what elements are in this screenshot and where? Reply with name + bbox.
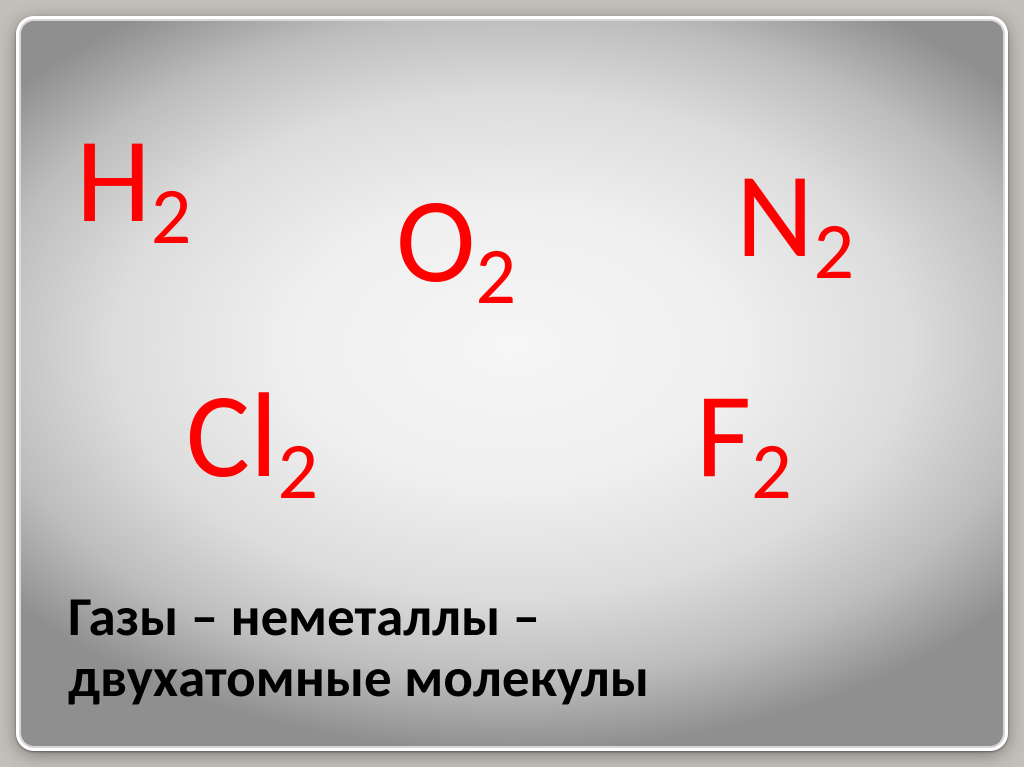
- slide-title-line2: двухатомные молекулы: [68, 644, 649, 711]
- formula-h2-base: H: [76, 108, 151, 254]
- formula-f2-sub: 2: [751, 423, 792, 520]
- slide-frame: H2 O2 N2 Cl2 F2 Газы – неметаллы – двуха…: [16, 16, 1008, 751]
- formula-n2: N2: [736, 156, 854, 276]
- formula-cl2: Cl2: [186, 376, 318, 496]
- formula-o2-base: O: [396, 168, 475, 314]
- slide-title: Газы – неметаллы – двухатомные молекулы: [68, 586, 956, 709]
- formula-o2-sub: 2: [475, 228, 516, 325]
- formula-f2-base: F: [696, 363, 751, 509]
- slide-title-line1: Газы – неметаллы –: [68, 583, 540, 650]
- formula-cl2-base: Cl: [186, 363, 278, 509]
- formula-o2: O2: [396, 181, 516, 301]
- formula-h2-sub: 2: [151, 168, 192, 265]
- formula-cl2-sub: 2: [278, 423, 319, 520]
- formula-h2: H2: [76, 121, 191, 241]
- formula-n2-sub: 2: [813, 203, 854, 300]
- formula-n2-base: N: [736, 143, 813, 289]
- formula-f2: F2: [696, 376, 792, 496]
